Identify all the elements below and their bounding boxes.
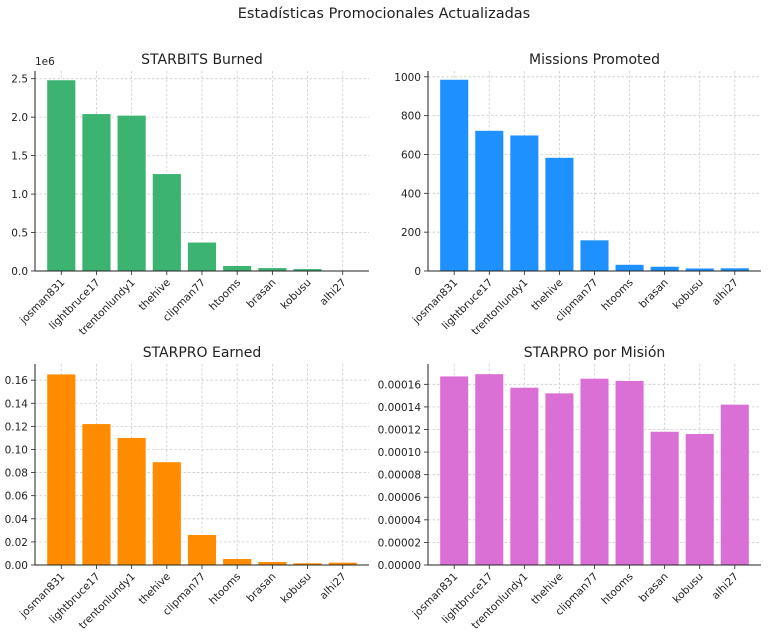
bar xyxy=(440,79,469,272)
bar xyxy=(510,387,539,565)
x-tick-label: alhi27 xyxy=(318,277,349,308)
y-tick-label: 800 xyxy=(401,111,421,123)
bar xyxy=(47,80,76,271)
y-tick-label: 0.10 xyxy=(5,444,28,456)
bar xyxy=(223,558,252,565)
bar xyxy=(293,269,322,271)
bar xyxy=(720,268,749,271)
bar xyxy=(475,130,504,271)
bar xyxy=(475,374,504,565)
y-tick-label: 0.06 xyxy=(5,491,29,503)
x-tick-label: htooms xyxy=(599,571,635,607)
y-tick-label: 0.00000 xyxy=(378,560,421,572)
figure-title: Estadísticas Promocionales Actualizadas xyxy=(238,6,530,22)
x-tick-label: alhi27 xyxy=(318,571,349,602)
bar xyxy=(615,380,644,565)
bar xyxy=(545,157,574,271)
y-tick-label: 0.5 xyxy=(11,228,28,240)
y-tick-label: 1.0 xyxy=(11,189,28,201)
chart-title: Missions Promoted xyxy=(529,52,660,68)
chart-panel: STARBITS Burned0.00.51.01.52.02.5josman8… xyxy=(11,52,369,338)
bar xyxy=(580,378,609,565)
bar xyxy=(187,242,217,271)
x-tick-label: htooms xyxy=(207,571,243,607)
chart-title: STARPRO Earned xyxy=(143,345,262,361)
bar xyxy=(580,240,609,271)
bar xyxy=(615,264,644,271)
x-tick-label: htooms xyxy=(599,277,635,313)
y-tick-label: 600 xyxy=(401,149,421,161)
x-tick-label: brasan xyxy=(245,571,279,605)
y-tick-label: 0.00004 xyxy=(378,515,422,527)
y-tick-label: 0.0 xyxy=(11,266,28,278)
x-tick-label: kobusu xyxy=(671,277,706,312)
bar xyxy=(258,268,287,271)
chart-panel: Missions Promoted02004006008001000josman… xyxy=(394,52,761,338)
y-tick-label: 2.5 xyxy=(11,74,28,86)
chart-panel: STARPRO Earned 0.00 0.02 0.04 0.06 0.08 0.10 0.… xyxy=(5,345,369,632)
bar xyxy=(650,266,679,271)
y-tick-label: 0.00008 xyxy=(378,470,421,482)
y-tick-label: 0.00 xyxy=(5,560,28,572)
y-tick-label: 2.0 xyxy=(11,112,28,124)
y-tick-label: 0.00002 xyxy=(378,537,421,549)
bar xyxy=(152,174,181,271)
chart-title: STARPRO por Misión xyxy=(524,345,666,361)
y-tick-label: 400 xyxy=(401,188,421,200)
y-tick-label: 200 xyxy=(401,227,421,239)
bar xyxy=(650,431,679,565)
x-tick-label: kobusu xyxy=(671,571,706,606)
bar xyxy=(685,268,714,271)
bar xyxy=(510,135,539,271)
bar xyxy=(152,462,181,565)
x-tick-label: brasan xyxy=(637,277,671,311)
y-tick-label: 0.16 xyxy=(5,375,29,387)
bar xyxy=(117,115,146,271)
y-tick-label: 0.08 xyxy=(5,468,28,480)
x-tick-label: brasan xyxy=(637,571,671,605)
x-tick-label: alhi27 xyxy=(710,571,741,602)
x-tick-label: kobusu xyxy=(279,277,314,312)
bar xyxy=(82,114,111,271)
bar xyxy=(293,563,322,565)
bar xyxy=(47,374,76,565)
y-tick-label: 0.12 xyxy=(5,421,28,433)
chart-panels: STARBITS Burned0.00.51.01.52.02.5josman8… xyxy=(5,52,761,632)
bar xyxy=(187,534,217,565)
y-tick-label: 0.00016 xyxy=(378,379,422,391)
y-tick-label: 0 xyxy=(414,266,421,278)
x-tick-label: alhi27 xyxy=(710,277,741,308)
y-tick-label: 0.14 xyxy=(5,398,29,410)
bar xyxy=(545,393,574,565)
chart-panel: STARPRO por Misión 0.00000 0.00002 0.00004 0… xyxy=(378,345,761,632)
bar xyxy=(720,404,749,565)
bar xyxy=(440,376,469,565)
y-tick-label: 1.5 xyxy=(11,151,28,163)
x-tick-label: brasan xyxy=(245,277,279,311)
y-tick-label: 1000 xyxy=(394,72,421,84)
bar xyxy=(258,561,287,565)
x-tick-label: kobusu xyxy=(279,571,314,606)
y-tick-label: 0.00012 xyxy=(378,424,421,436)
bar xyxy=(117,437,146,565)
y-tick-label: 0.04 xyxy=(5,514,29,526)
bar xyxy=(223,266,252,271)
y-tick-label: 0.00014 xyxy=(378,402,422,414)
y-tick-label: 0.00006 xyxy=(378,492,422,504)
x-tick-label: htooms xyxy=(207,277,243,313)
bar xyxy=(685,434,714,565)
chart-title: STARBITS Burned xyxy=(141,52,263,68)
y-tick-label: 0.02 xyxy=(5,537,28,549)
bar xyxy=(82,424,111,565)
bar xyxy=(328,562,357,565)
y-offset-label: 1e6 xyxy=(35,56,55,68)
y-tick-label: 0.00010 xyxy=(378,447,421,459)
